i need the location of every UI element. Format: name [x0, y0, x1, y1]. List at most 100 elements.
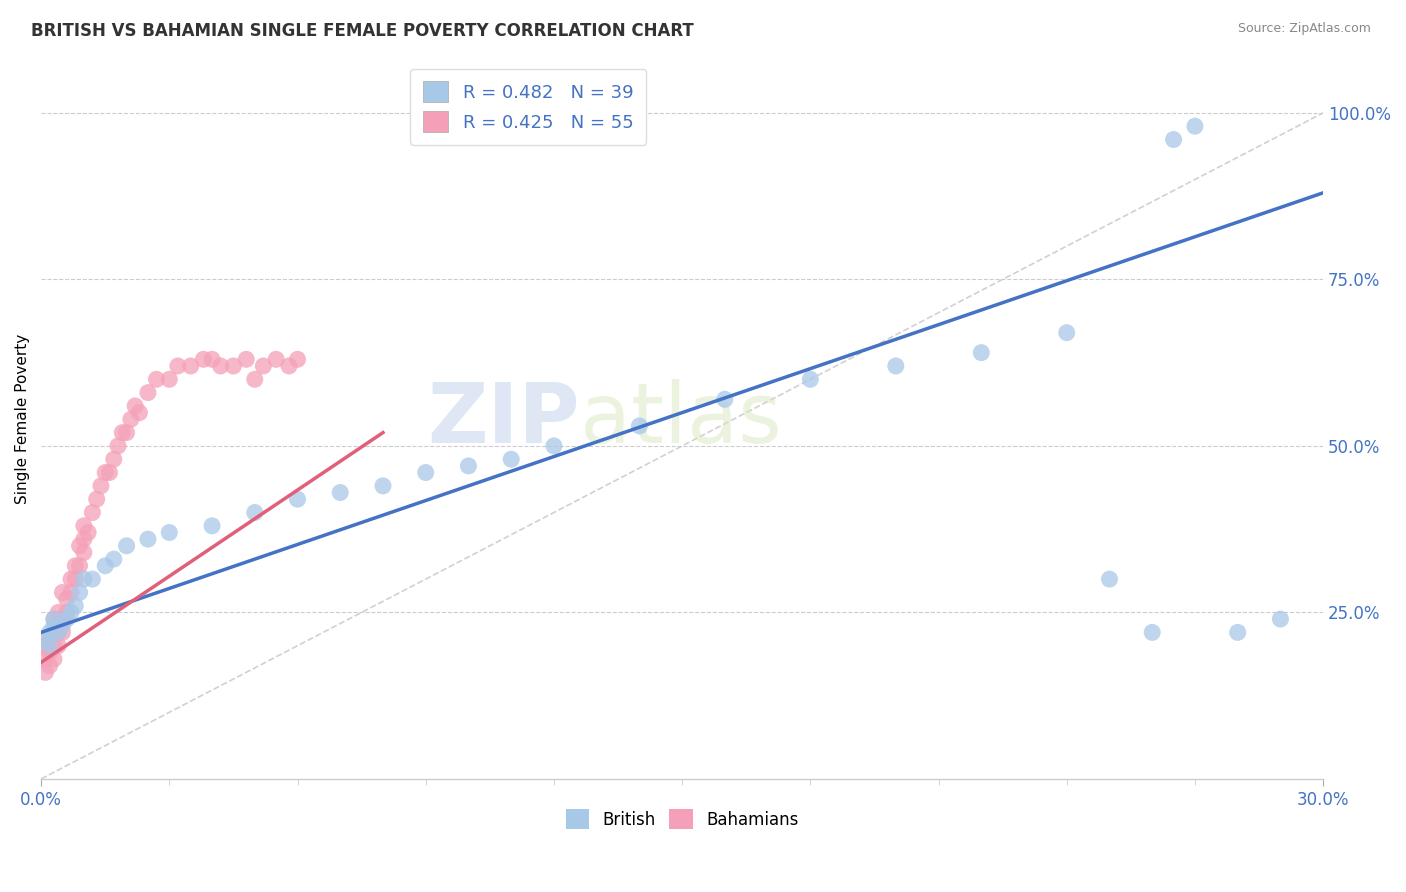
- Point: [136, 385, 159, 400]
- Point: [77, 525, 100, 540]
- Point: [457, 458, 479, 473]
- Point: [1140, 625, 1163, 640]
- Point: [38, 639, 60, 653]
- Point: [243, 372, 266, 386]
- Point: [94, 466, 117, 480]
- Point: [55, 612, 77, 626]
- Point: [38, 625, 60, 640]
- Point: [115, 425, 138, 440]
- Point: [287, 492, 309, 507]
- Point: [42, 652, 65, 666]
- Point: [714, 392, 737, 407]
- Legend: British, Bahamians: British, Bahamians: [560, 803, 806, 835]
- Point: [329, 485, 352, 500]
- Point: [51, 612, 73, 626]
- Point: [90, 479, 112, 493]
- Point: [73, 545, 96, 559]
- Text: Source: ZipAtlas.com: Source: ZipAtlas.com: [1237, 22, 1371, 36]
- Point: [34, 639, 56, 653]
- Point: [55, 592, 77, 607]
- Point: [1163, 132, 1185, 146]
- Point: [243, 506, 266, 520]
- Point: [73, 572, 96, 586]
- Point: [98, 466, 121, 480]
- Point: [128, 406, 150, 420]
- Point: [193, 352, 215, 367]
- Y-axis label: Single Female Poverty: Single Female Poverty: [15, 334, 30, 504]
- Point: [501, 452, 523, 467]
- Point: [46, 625, 69, 640]
- Point: [86, 492, 108, 507]
- Point: [60, 606, 83, 620]
- Point: [38, 632, 60, 646]
- Point: [235, 352, 257, 367]
- Point: [543, 439, 565, 453]
- Point: [107, 439, 129, 453]
- Point: [124, 399, 146, 413]
- Point: [157, 372, 180, 386]
- Point: [278, 359, 301, 373]
- Point: [42, 612, 65, 626]
- Point: [73, 518, 96, 533]
- Point: [287, 352, 309, 367]
- Point: [136, 532, 159, 546]
- Point: [65, 572, 87, 586]
- Point: [42, 639, 65, 653]
- Point: [38, 658, 60, 673]
- Point: [46, 639, 69, 653]
- Point: [222, 359, 245, 373]
- Point: [180, 359, 202, 373]
- Point: [60, 572, 83, 586]
- Point: [1056, 326, 1078, 340]
- Point: [120, 412, 142, 426]
- Point: [69, 558, 91, 573]
- Point: [34, 632, 56, 646]
- Point: [884, 359, 907, 373]
- Point: [970, 345, 993, 359]
- Point: [157, 525, 180, 540]
- Point: [34, 665, 56, 680]
- Point: [55, 606, 77, 620]
- Point: [103, 452, 125, 467]
- Point: [103, 552, 125, 566]
- Point: [1184, 119, 1206, 133]
- Point: [34, 652, 56, 666]
- Point: [628, 418, 651, 433]
- Point: [201, 518, 224, 533]
- Point: [415, 466, 437, 480]
- Text: atlas: atlas: [579, 379, 782, 459]
- Point: [264, 352, 287, 367]
- Point: [42, 612, 65, 626]
- Point: [371, 479, 394, 493]
- Point: [1098, 572, 1121, 586]
- Point: [145, 372, 167, 386]
- Point: [73, 532, 96, 546]
- Point: [94, 558, 117, 573]
- Point: [799, 372, 821, 386]
- Point: [69, 539, 91, 553]
- Point: [69, 585, 91, 599]
- Point: [1270, 612, 1292, 626]
- Point: [42, 625, 65, 640]
- Point: [111, 425, 134, 440]
- Point: [201, 352, 224, 367]
- Point: [1226, 625, 1249, 640]
- Point: [115, 539, 138, 553]
- Point: [51, 618, 73, 632]
- Point: [167, 359, 190, 373]
- Point: [209, 359, 232, 373]
- Point: [65, 599, 87, 613]
- Point: [46, 606, 69, 620]
- Point: [60, 585, 83, 599]
- Point: [51, 625, 73, 640]
- Point: [42, 618, 65, 632]
- Text: BRITISH VS BAHAMIAN SINGLE FEMALE POVERTY CORRELATION CHART: BRITISH VS BAHAMIAN SINGLE FEMALE POVERT…: [31, 22, 693, 40]
- Point: [65, 558, 87, 573]
- Point: [82, 506, 104, 520]
- Point: [38, 645, 60, 659]
- Point: [51, 585, 73, 599]
- Point: [252, 359, 274, 373]
- Point: [82, 572, 104, 586]
- Point: [46, 625, 69, 640]
- Text: ZIP: ZIP: [427, 379, 579, 459]
